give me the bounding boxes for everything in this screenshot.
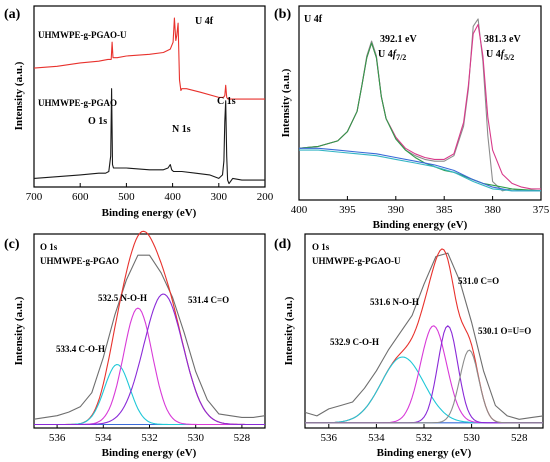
x-tick-label-d-2: 532	[416, 432, 433, 444]
title-b: U 4f	[304, 14, 323, 25]
subtitle-d: UHMWPE-g-PGAO-U	[312, 256, 401, 266]
annotation-c-nooh: 532.5 N-O-H	[98, 293, 147, 303]
series-line-d-0	[304, 252, 544, 420]
annotation-series-pgao-u: UHMWPE-g-PGAO-U	[38, 30, 127, 40]
y-axis-label-c: Intensity (a.u.)	[13, 296, 25, 365]
peak-energy-1: 392.1 eV	[380, 34, 417, 45]
annotation-d-coh: 532.9 C-O-H	[330, 337, 379, 347]
series-line-a-0	[33, 17, 265, 100]
subtitle-c: UHMWPE-g-PGAO	[40, 256, 119, 266]
panel-d: (d) 536 534 532 530 528 Binding energy (eV) …	[274, 233, 544, 459]
x-tick-label-b-3: 385	[436, 204, 453, 216]
annotation-c-coh: 533.4 C-O-H	[56, 344, 105, 354]
x-tick-label-d-3: 530	[463, 432, 480, 444]
series-line-d-2	[305, 356, 543, 424]
x-axis-label-c: Binding energy (eV)	[102, 447, 197, 459]
panel-label-d: (d)	[274, 237, 291, 252]
x-tick-label-d-4: 528	[511, 432, 528, 444]
x-tick-label-b-4: 380	[484, 204, 501, 216]
annotation-n1s: N 1s	[172, 124, 191, 135]
series-d	[304, 248, 544, 424]
series-line-c-0	[33, 254, 266, 420]
series-line-b-4	[299, 149, 541, 192]
x-tick-label-a-4: 300	[211, 191, 228, 203]
panel-label-a: (a)	[4, 7, 21, 22]
x-axis-label-b: Binding energy (eV)	[373, 219, 468, 231]
annotation-o1s: O 1s	[88, 116, 107, 127]
x-tick-label-c-0: 536	[49, 432, 66, 444]
peak-label-1: U 4f7/2	[378, 49, 406, 62]
x-tick-label-a-5: 200	[257, 191, 274, 203]
x-tick-label-d-0: 536	[321, 432, 338, 444]
series-line-c-4	[34, 293, 265, 426]
series-line-c-3	[34, 307, 265, 426]
title-c: O 1s	[40, 242, 58, 252]
x-tick-label-a-3: 400	[164, 191, 181, 203]
x-tick-label-c-4: 528	[234, 432, 251, 444]
annotation-series-pgao: UHMWPE-g-PGAO	[38, 98, 117, 108]
annotation-d-nooh: 531.6 N-O-H	[370, 297, 419, 307]
x-ticks-b: 400 395 390 385 380 375	[291, 196, 550, 216]
panel-label-c: (c)	[4, 237, 20, 252]
series-line-d-5	[305, 349, 543, 424]
plot-frame-b	[298, 5, 542, 201]
plot-frame-a	[33, 5, 266, 188]
x-tick-label-b-0: 400	[291, 204, 308, 216]
x-ticks-a: 700 600 500 400 300 200	[26, 183, 274, 203]
annotation-d-co: 531.0 C=O	[458, 276, 499, 286]
title-d: O 1s	[312, 242, 330, 252]
peak-energy-2: 381.3 eV	[484, 34, 521, 45]
series-c	[33, 230, 266, 426]
y-axis-label-b: Intensity (a.u.)	[280, 68, 292, 137]
x-tick-label-b-2: 390	[388, 204, 405, 216]
y-axis-label-a: Intensity (a.u.)	[13, 61, 25, 130]
x-tick-label-a-1: 600	[72, 191, 89, 203]
x-tick-label-a-2: 500	[118, 191, 135, 203]
x-tick-label-c-1: 534	[95, 432, 112, 444]
panel-label-b: (b)	[274, 7, 291, 22]
x-tick-label-c-3: 530	[187, 432, 204, 444]
annotation-c1s: C 1s	[217, 96, 236, 107]
series-a	[33, 17, 265, 185]
peak-label-2: U 4f5/2	[486, 49, 514, 62]
panel-a: (a) 700 600 500 400 300 200 Binding energy (e…	[4, 5, 274, 219]
x-ticks-d: 536 534 532 530 528	[321, 424, 528, 444]
x-tick-label-c-2: 532	[141, 432, 158, 444]
x-tick-label-b-1: 395	[339, 204, 356, 216]
x-axis-label-a: Binding energy (eV)	[102, 207, 197, 219]
x-ticks-c: 536 534 532 530 528	[49, 424, 251, 444]
series-b	[298, 18, 542, 192]
series-line-b-3	[299, 147, 541, 192]
panel-b: (b) 400 395 390 385 380 375 Binding energy (e…	[274, 5, 550, 231]
annotation-d-ouo: 530.1 O=U=O	[478, 326, 531, 336]
x-axis-label-d: Binding energy (eV)	[377, 447, 472, 459]
x-tick-label-d-1: 534	[368, 432, 385, 444]
panel-c: (c) 536 534 532 530 528 Binding energy (eV) …	[4, 230, 266, 459]
series-line-a-1	[33, 88, 265, 185]
annotation-c-co: 531.4 C=O	[188, 295, 229, 305]
series-line-b-2	[298, 42, 542, 192]
annotation-u4f: U 4f	[195, 16, 214, 27]
x-tick-label-a-0: 700	[26, 191, 43, 203]
y-axis-label-d: Intensity (a.u.)	[283, 296, 295, 365]
x-tick-label-b-5: 375	[533, 204, 550, 216]
